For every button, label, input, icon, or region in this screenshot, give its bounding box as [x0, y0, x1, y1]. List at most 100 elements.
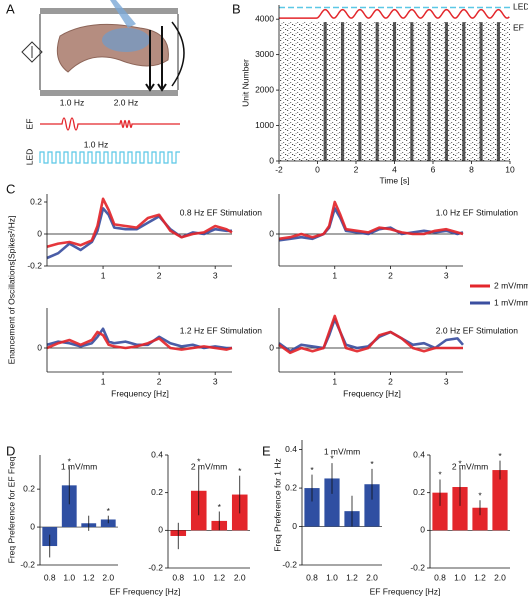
significance-marker: * [458, 458, 462, 468]
arrow-head [145, 83, 167, 92]
y-axis-label: Freq Preference for 1 Hz [272, 458, 282, 552]
significance-marker: * [310, 465, 314, 475]
y-tick-label: 0 [158, 525, 163, 535]
y-tick-label: 2000 [255, 84, 274, 94]
y-tick-label: 3000 [255, 49, 274, 59]
y-tick-label: 0.4 [413, 449, 425, 459]
significance-marker: * [330, 453, 334, 463]
chart-title: 1 mV/mm [61, 461, 97, 471]
bar [364, 484, 380, 527]
x-tick-label: 1.0 [454, 572, 466, 582]
x-axis-label: Frequency [Hz] [343, 388, 401, 398]
frequency-label: 1.0 Hz [84, 139, 109, 149]
x-tick-label: 3 [444, 270, 449, 280]
series-line [278, 200, 464, 241]
ef-label: EF [24, 119, 34, 130]
y-tick-label: 0.2 [151, 487, 163, 497]
significance-marker: * [197, 457, 201, 467]
x-axis-label: Time [s] [380, 175, 410, 185]
y-axis-label: Enancement of Oscillations[Spikes²/Hz] [6, 216, 16, 365]
x-tick-label: 1.2 [474, 572, 486, 582]
x-tick-label: 3 [213, 376, 218, 386]
chart-title: 1 mV/mm [324, 446, 360, 456]
x-tick-label: 1.0 [193, 572, 205, 582]
panel-label: E [262, 443, 271, 458]
y-tick-label: 0.2 [285, 482, 297, 492]
panel-label: D [6, 443, 15, 458]
legend-label: 2 mV/mm [494, 280, 528, 290]
series-line [46, 197, 233, 249]
x-tick-label: 8 [469, 164, 474, 174]
x-tick-label: 1.0 [326, 572, 338, 582]
y-tick-label: 0.4 [285, 444, 297, 454]
significance-marker: * [218, 502, 222, 512]
spike-burst [427, 22, 431, 162]
y-tick-label: 0 [30, 521, 35, 531]
led-waveform [39, 151, 180, 164]
x-tick-label: 2 [388, 270, 393, 280]
source-symbol [21, 41, 43, 63]
x-tick-label: 10 [505, 164, 515, 174]
x-tick-label: 0.8 [44, 572, 56, 582]
y-tick-label: 4000 [255, 13, 274, 23]
significance-marker: * [370, 459, 374, 469]
y-tick-label: 0.2 [30, 196, 42, 206]
y-tick-label: 0 [269, 155, 274, 165]
series-line [46, 330, 233, 351]
x-tick-label: 1 [101, 376, 106, 386]
spike-burst [375, 22, 379, 162]
frequency-label: 2.0 Hz [114, 97, 139, 107]
curved-arrow [171, 21, 185, 87]
x-tick-label: 2.0 [494, 572, 506, 582]
y-axis-label: Freq Preference for EF Freq [6, 456, 16, 563]
ef-trace [279, 8, 510, 19]
bar [452, 487, 468, 531]
electrode-plate [40, 90, 178, 96]
panel-label: A [6, 1, 15, 16]
x-tick-label: 3 [213, 270, 218, 280]
x-tick-label: 1 [332, 270, 337, 280]
x-tick-label: 3 [444, 376, 449, 386]
bar [492, 470, 508, 531]
x-tick-label: -2 [275, 164, 283, 174]
y-tick-label: -0.2 [148, 562, 163, 572]
x-tick-label: 6 [431, 164, 436, 174]
y-axis-label: Unit Number [240, 59, 250, 107]
ef-waveform [40, 117, 180, 131]
spike-burst [410, 22, 414, 162]
x-tick-label: 1.2 [213, 572, 225, 582]
frequency-label: 1.0 Hz [60, 97, 85, 107]
x-tick-label: 1.0 [63, 572, 75, 582]
significance-marker: * [438, 470, 442, 480]
x-tick-label: 0.8 [434, 572, 446, 582]
series-line [278, 314, 463, 355]
panel-label: B [232, 1, 241, 16]
y-tick-label: 0 [37, 342, 42, 352]
spike-burst [340, 22, 345, 162]
y-tick-label: 1000 [255, 120, 274, 130]
x-tick-label: 2.0 [234, 572, 246, 582]
x-axis-label: Frequency [Hz] [111, 388, 169, 398]
y-tick-label: -0.2 [282, 559, 297, 569]
spike-burst [392, 22, 397, 162]
bar [432, 492, 448, 531]
significance-marker: * [238, 466, 242, 476]
chart-title: 1.0 Hz EF Stimulation [436, 207, 518, 217]
x-tick-label: 1 [332, 376, 337, 386]
y-tick-label: 0.4 [151, 449, 163, 459]
led-label: LED [24, 149, 34, 166]
x-tick-label: 2.0 [366, 572, 378, 582]
bar [61, 485, 77, 528]
y-tick-label: 0 [37, 228, 42, 238]
legend-label: LED [513, 2, 528, 12]
y-tick-label: -0.2 [410, 562, 425, 572]
legend-label: 1 mV/mm [494, 297, 528, 307]
y-tick-label: 0 [292, 521, 297, 531]
schematic: 1.0 Hz 2.0 Hz EF LED 1.0 Hz [21, 0, 185, 166]
spike-burst [358, 22, 362, 162]
bar [324, 478, 340, 527]
x-tick-label: 0.8 [306, 572, 318, 582]
y-tick-label: 0 [269, 228, 274, 238]
spike-burst [462, 22, 466, 162]
electrode [110, 0, 136, 28]
